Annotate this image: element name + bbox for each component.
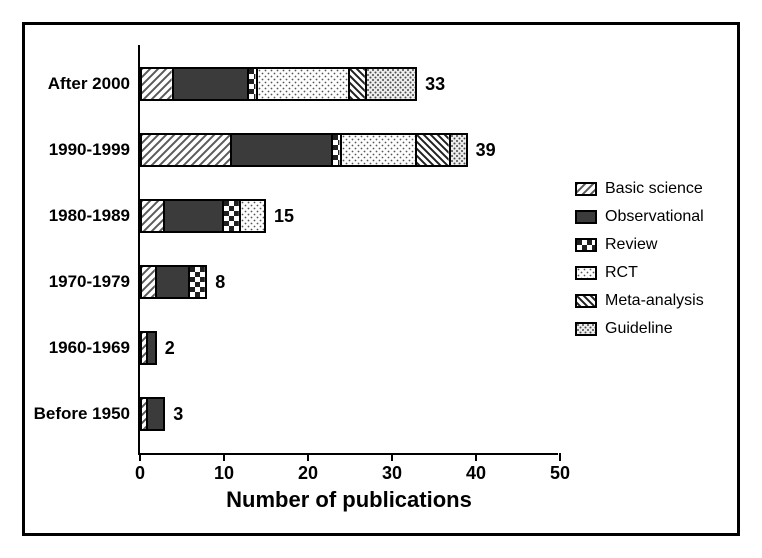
bar-total-label: 2 (165, 338, 175, 359)
x-tick (475, 453, 477, 461)
bar-segment (157, 265, 191, 299)
bar-row: 1970-19798 (140, 265, 225, 299)
category-label: After 2000 (48, 74, 130, 94)
bar-segment (333, 133, 341, 167)
bar-segment (148, 331, 156, 365)
legend-item: Basic science (575, 180, 704, 198)
legend-label: Meta-analysis (605, 292, 704, 310)
category-label: Before 1950 (34, 404, 130, 424)
bar-segment (140, 67, 174, 101)
x-tick-label: 30 (382, 463, 402, 484)
x-tick (559, 453, 561, 461)
category-label: 1970-1979 (49, 272, 130, 292)
chart-outer-frame: Number of publications 0 10 20 30 40 50 After … (0, 0, 762, 558)
legend-swatch (575, 210, 597, 224)
bar-segment (417, 133, 451, 167)
bar-segment (241, 199, 266, 233)
x-tick (139, 453, 141, 461)
bar-segment (258, 67, 350, 101)
bar-segment (140, 133, 232, 167)
legend-swatch (575, 322, 597, 336)
bar-segment (165, 199, 224, 233)
bar-total-label: 15 (274, 206, 294, 227)
bar-row: After 200033 (140, 67, 445, 101)
legend-item: Observational (575, 208, 704, 226)
legend-item: Guideline (575, 320, 704, 338)
x-tick (223, 453, 225, 461)
bar-total-label: 39 (476, 140, 496, 161)
legend: Basic science Observational Review RCT Meta-… (575, 180, 704, 348)
legend-label: Review (605, 236, 657, 254)
x-tick-label: 20 (298, 463, 318, 484)
bar-segment (140, 265, 157, 299)
bar-segment (249, 67, 257, 101)
bar-row: 1960-19692 (140, 331, 175, 365)
bar-segment (342, 133, 418, 167)
bar-row: Before 19503 (140, 397, 183, 431)
bar-total-label: 3 (173, 404, 183, 425)
legend-swatch (575, 238, 597, 252)
legend-swatch (575, 182, 597, 196)
bar-segment (367, 67, 417, 101)
bar-segment (140, 397, 148, 431)
x-tick-label: 40 (466, 463, 486, 484)
x-axis-label: Number of publications (140, 487, 558, 513)
bar-segment (148, 397, 165, 431)
bar-segment (350, 67, 367, 101)
x-tick (391, 453, 393, 461)
legend-swatch (575, 266, 597, 280)
bar-row: 1980-198915 (140, 199, 294, 233)
x-tick-label: 0 (135, 463, 145, 484)
x-tick-label: 10 (214, 463, 234, 484)
chart-inner-frame: Number of publications 0 10 20 30 40 50 After … (22, 22, 740, 536)
x-tick (307, 453, 309, 461)
legend-label: Observational (605, 208, 704, 226)
bar-segment (140, 199, 165, 233)
bar-segment (232, 133, 333, 167)
bar-total-label: 33 (425, 74, 445, 95)
category-label: 1960-1969 (49, 338, 130, 358)
legend-item: RCT (575, 264, 704, 282)
legend-swatch (575, 294, 597, 308)
bar-segment (451, 133, 468, 167)
bar-segment (174, 67, 250, 101)
x-tick-label: 50 (550, 463, 570, 484)
bar-segment (140, 331, 148, 365)
plot-area: Number of publications 01020304050After … (138, 45, 558, 455)
category-label: 1980-1989 (49, 206, 130, 226)
bar-segment (190, 265, 207, 299)
legend-label: RCT (605, 264, 638, 282)
bar-row: 1990-199939 (140, 133, 496, 167)
legend-item: Meta-analysis (575, 292, 704, 310)
bar-total-label: 8 (215, 272, 225, 293)
legend-label: Guideline (605, 320, 673, 338)
category-label: 1990-1999 (49, 140, 130, 160)
bar-segment (224, 199, 241, 233)
legend-item: Review (575, 236, 704, 254)
legend-label: Basic science (605, 180, 703, 198)
